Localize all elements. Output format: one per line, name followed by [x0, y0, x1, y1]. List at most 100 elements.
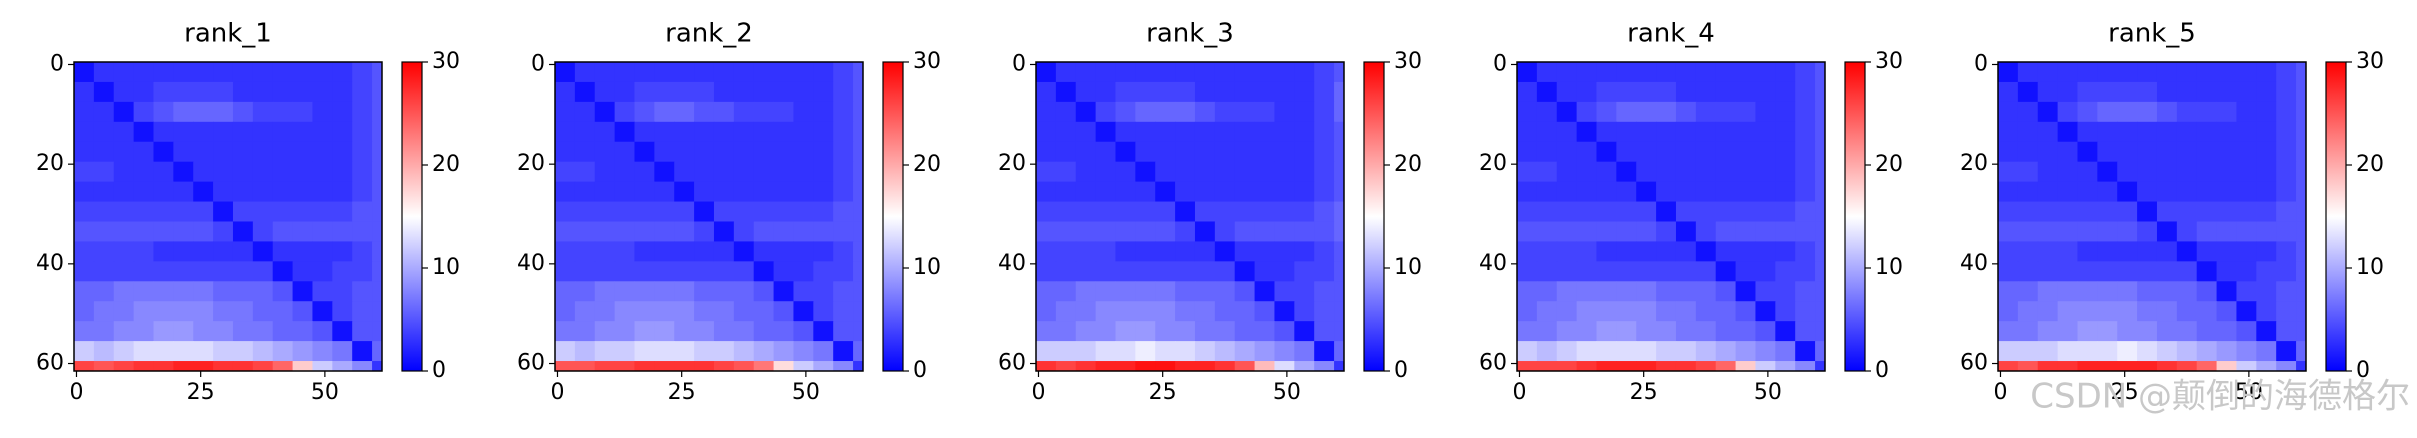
heatmap-cell	[2256, 81, 2277, 103]
heatmap-cell	[1294, 201, 1315, 222]
heatmap-cell	[833, 281, 854, 302]
heatmap-cell	[1596, 181, 1617, 203]
heatmap-cell	[133, 161, 154, 183]
heatmap-cell	[1115, 281, 1136, 302]
heatmap-cell	[74, 181, 95, 203]
heatmap-cell	[1755, 181, 1776, 203]
heatmap-cell	[2216, 281, 2237, 302]
heatmap-cell	[113, 321, 135, 342]
heatmap-cell	[1596, 101, 1617, 123]
x-tick-label: 50	[1754, 380, 1782, 405]
heatmap-cell	[1095, 221, 1116, 242]
heatmap-cell	[1815, 161, 1826, 183]
heatmap-cell	[1095, 321, 1116, 342]
heatmap-cell	[1155, 121, 1176, 143]
heatmap-cell	[1735, 201, 1756, 222]
heatmap-cell	[1596, 221, 1617, 242]
heatmap-cell	[753, 321, 775, 342]
heatmap-cell	[2037, 221, 2059, 242]
heatmap-cell	[1636, 201, 1657, 222]
heatmap-cell	[272, 81, 294, 103]
heatmap-cell	[1735, 281, 1756, 302]
heatmap-cell	[1656, 121, 1677, 143]
y-tick-label: 60	[36, 351, 64, 376]
y-tick-label: 60	[1960, 351, 1988, 376]
heatmap-cell	[654, 281, 675, 302]
heatmap-cell	[2077, 241, 2098, 262]
heatmap-cell	[1115, 301, 1136, 322]
heatmap-cell	[372, 321, 383, 342]
heatmap-cell	[2176, 181, 2198, 203]
heatmap-cell	[2117, 261, 2138, 282]
heatmap-cell	[372, 121, 383, 143]
heatmap-cell	[2137, 221, 2158, 242]
heatmap-cell	[614, 181, 635, 203]
heatmap-cell	[713, 181, 735, 203]
heatmap-cell	[634, 62, 655, 83]
heatmap-cell	[833, 261, 854, 282]
heatmap-cell	[833, 101, 854, 123]
heatmap-cell	[2017, 301, 2039, 322]
heatmap-cell	[272, 341, 294, 362]
heatmap-cell	[1175, 181, 1196, 203]
heatmap-cell	[1815, 201, 1826, 222]
heatmap-cell	[1656, 361, 1677, 372]
heatmap-cell	[1815, 101, 1826, 123]
heatmap-cell	[272, 301, 294, 322]
heatmap-cell	[1155, 261, 1176, 282]
heatmap-cell	[1675, 161, 1697, 183]
panel-title: rank_4	[1627, 19, 1715, 49]
heatmap-cell	[1715, 101, 1737, 123]
heatmap-cell	[1274, 261, 1295, 282]
heatmap-cell	[1775, 361, 1796, 372]
heatmap-cell	[173, 281, 194, 302]
heatmap-cell	[555, 241, 576, 262]
heatmap-cell	[1675, 301, 1697, 322]
heatmap-cell	[292, 301, 313, 322]
heatmap-cell	[1095, 341, 1116, 362]
heatmap-cell	[74, 341, 95, 362]
heatmap-cell	[1095, 161, 1116, 183]
heatmap-cell	[2256, 62, 2277, 83]
heatmap-cell	[2137, 201, 2158, 222]
heatmap-cell	[1274, 201, 1295, 222]
heatmap-cell	[773, 161, 794, 183]
heatmap-cell	[1254, 81, 1275, 103]
heatmap-cell	[853, 161, 864, 183]
heatmap-cell	[1036, 341, 1057, 362]
heatmap-cell	[694, 361, 715, 372]
heatmap-cell	[312, 201, 333, 222]
heatmap-cell	[1254, 141, 1275, 163]
heatmap-cell	[2236, 101, 2257, 123]
heatmap-cell	[292, 361, 313, 372]
heatmap-cell	[1536, 62, 1558, 83]
heatmap-cell	[594, 361, 616, 372]
heatmap-cell	[1536, 241, 1558, 262]
heatmap-cell	[2077, 161, 2098, 183]
heatmap-cell	[2117, 241, 2138, 262]
heatmap-cell	[1596, 261, 1617, 282]
heatmap-cell	[312, 301, 333, 322]
heatmap-cell	[232, 241, 254, 262]
heatmap-cell	[232, 301, 254, 322]
heatmap-cell	[674, 101, 695, 123]
heatmap-cell	[753, 261, 775, 282]
heatmap-cell	[594, 141, 616, 163]
heatmap-cell	[2057, 161, 2078, 183]
heatmap-cell	[1536, 101, 1558, 123]
heatmap-cell	[252, 301, 274, 322]
colorbar-tick-label: 20	[913, 152, 941, 177]
heatmap-cell	[674, 161, 695, 183]
y-tick-label: 40	[998, 251, 1026, 276]
x-tick-label: 50	[792, 380, 820, 405]
heatmap-cell	[1576, 341, 1597, 362]
heatmap-cell	[1775, 141, 1796, 163]
heatmap-cell	[2256, 261, 2277, 282]
heatmap-cell	[372, 161, 383, 183]
heatmap-cell	[2236, 261, 2257, 282]
heatmap-cell	[1194, 261, 1216, 282]
heatmap-cell	[153, 141, 174, 163]
heatmap-cell	[113, 181, 135, 203]
heatmap-cell	[113, 241, 135, 262]
heatmap-cell	[1135, 81, 1156, 103]
